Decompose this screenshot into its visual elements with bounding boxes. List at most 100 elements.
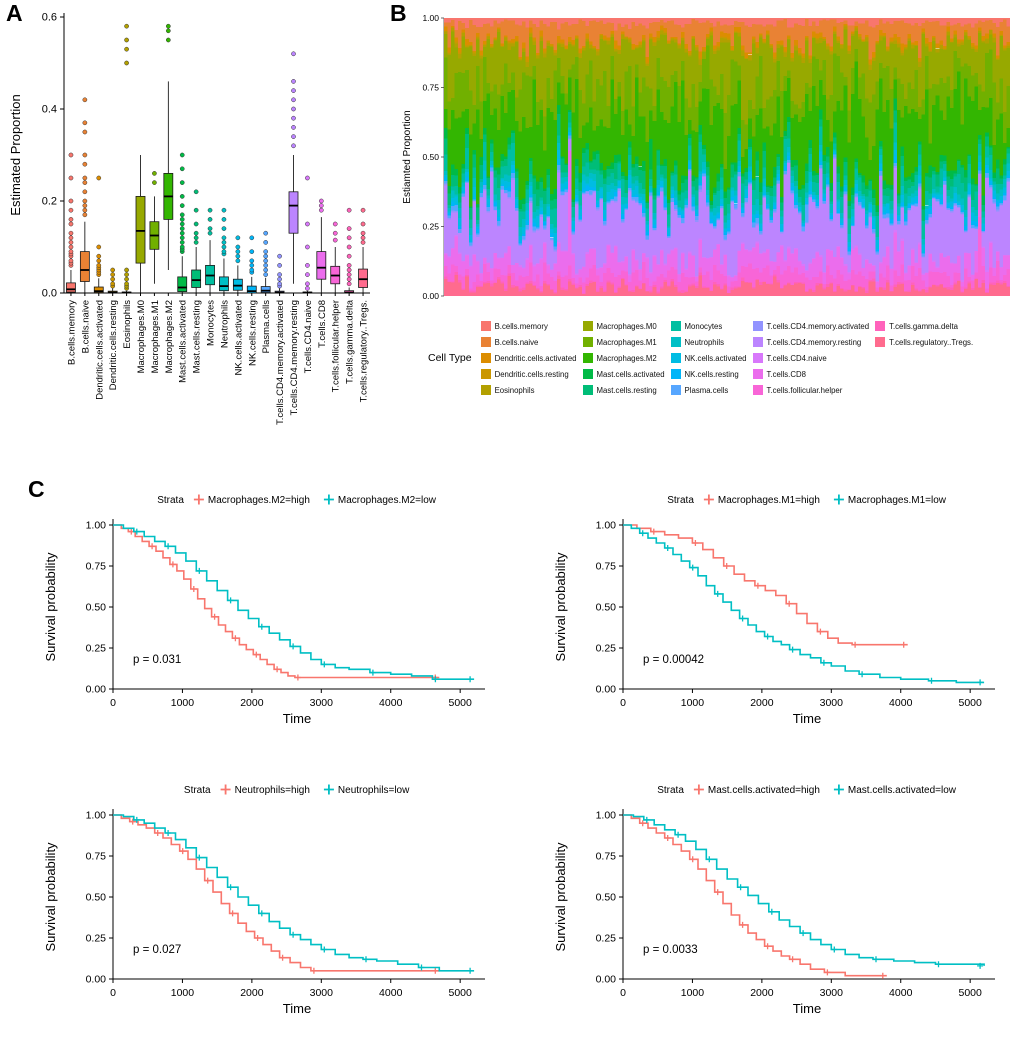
legend-item-T.cells.follicular.helper: T.cells.follicular.helper [752,385,870,395]
x-tick-label: B.cells.memory [66,300,77,365]
box-Dendritic.cells.resting [107,267,118,294]
svg-text:1.00: 1.00 [86,520,107,532]
legend-swatch-icon [582,385,593,395]
p-value-label: p = 0.0033 [643,944,698,956]
svg-text:0.0: 0.0 [42,288,57,300]
stack-series-Mast.cells.activated [444,98,1010,212]
box-Macrophages.M2 [163,23,174,270]
km-macrophages-m1-strata-legend: Strata Macrophages.M1=high Macrophages.M1=… [667,494,947,506]
strata-key-icon [323,494,334,505]
svg-text:2000: 2000 [750,697,774,709]
km-curve-Neutrophils=high [113,814,440,972]
box-T.cells.CD4.memory.resting [288,51,299,284]
stack-series-Dendritic.cells.activated [444,23,1010,64]
km-censor-marks-Mast.cells.activated=low [643,816,984,969]
legend-item-T.cells.regulatory..Tregs.: T.cells.regulatory..Tregs. [875,337,973,347]
legend-swatch-icon [670,337,681,347]
legend-item-label: NK.cells.resting [684,369,739,379]
legend-item-label: T.cells.regulatory..Tregs. [889,337,974,347]
legend-item-NK.cells.activated: NK.cells.activated [670,353,747,363]
svg-text:2000: 2000 [750,987,774,999]
svg-text:5000: 5000 [448,987,472,999]
svg-text:5000: 5000 [958,697,982,709]
x-tick-label: Mast.cells.activated [178,300,189,383]
legend-item-label: Monocytes [684,321,723,331]
strata-label: Macrophages.M2=high [208,495,310,506]
strata-key-icon [833,784,844,795]
y-axis-label: Survival probability [553,842,568,952]
panel-label-a: A [6,0,23,26]
km-censor-marks-Macrophages.M2=low [133,528,474,683]
strata-label: Mast.cells.activated=low [848,785,957,796]
svg-text:1000: 1000 [681,987,705,999]
svg-text:0: 0 [620,987,626,999]
svg-text:1000: 1000 [171,987,195,999]
y-axis-label: Survival probability [553,552,568,662]
km-curve-Macrophages.M1=high [623,524,908,646]
strata-key-icon [323,784,334,795]
svg-text:0.00: 0.00 [86,974,107,986]
stack-series-T.cells.regulatory..Tregs. [444,274,1010,296]
legend-item-Dendritic.cells.resting: Dendritic.cells.resting [480,369,577,379]
legend-swatch-icon [480,385,491,395]
p-value-label: p = 0.027 [133,944,181,956]
svg-text:1.00: 1.00 [422,13,439,23]
x-axis-label: Time [283,711,311,726]
legend-item-Neutrophils: Neutrophils [670,337,747,347]
svg-text:2000: 2000 [240,987,264,999]
panel-label-b: B [390,0,407,26]
stack-series-T.cells.CD8 [444,150,1010,289]
svg-text:3000: 3000 [820,987,844,999]
strata-label: Macrophages.M2=low [338,495,437,506]
x-tick-label: T.cells.regulatory..Tregs. [359,300,370,402]
legend-swatch-icon [752,353,763,363]
legend-item-Mast.cells.activated: Mast.cells.activated [582,369,665,379]
km-censor-marks-Mast.cells.activated=high [639,820,886,979]
box-T.cells.CD4.memory.activated [274,253,285,294]
x-tick-label: NK.cells.activated [233,300,244,376]
box-Macrophages.M0 [135,155,146,293]
legend-swatch-icon [480,337,491,347]
svg-text:0.25: 0.25 [596,933,617,945]
box-T.cells.CD4.naive [302,175,313,294]
svg-text:0.00: 0.00 [596,974,617,986]
legend-item-label: Neutrophils [684,337,724,347]
cell-type-legend: Cell Type B.cells.memory B.cells.naive Den… [428,318,973,398]
legend-items-grid: B.cells.memory B.cells.naive Dendritic.cel… [480,318,973,398]
svg-text:0.50: 0.50 [86,892,107,904]
svg-text:1000: 1000 [681,697,705,709]
km-plot-macrophages-m2: 0.00 0.25 0.50 0.75 1.00 0 1000 2000 3000 4000 500… [43,494,485,726]
box-NK.cells.resting [246,235,257,294]
x-tick-label: T.cells.follicular.helper [331,300,342,392]
strata-key-icon [703,494,714,505]
legend-item-label: T.cells.gamma.delta [889,321,958,331]
x-tick-label: NK.cells.resting [247,300,258,366]
legend-item-label: Macrophages.M0 [596,321,657,331]
svg-text:0: 0 [620,697,626,709]
x-tick-label: B.cells.naive [80,300,91,353]
legend-item-T.cells.CD8: T.cells.CD8 [752,369,870,379]
svg-text:1000: 1000 [171,697,195,709]
svg-text:4000: 4000 [889,697,913,709]
legend-swatch-icon [670,369,681,379]
legend-item-label: T.cells.CD4.memory.resting [766,337,862,347]
km-curve-Mast.cells.activated=high [623,814,887,977]
stack-series-Macrophages.M2 [444,61,1010,207]
svg-text:3000: 3000 [820,697,844,709]
svg-text:3000: 3000 [310,987,334,999]
panel-b-stacked-bar-chart: 1.00 0.75 0.50 0.25 0.00 Estiamted Proportion [402,13,1010,301]
legend-swatch-icon [670,321,681,331]
legend-item-NK.cells.resting: NK.cells.resting [670,369,747,379]
legend-item-Monocytes: Monocytes [670,321,747,331]
legend-item-label: Macrophages.M2 [596,353,657,363]
x-axis-label: Time [283,1001,311,1016]
legend-item-B.cells.naive: B.cells.naive [480,337,577,347]
km-censor-marks-Macrophages.M1=low [639,530,984,686]
stack-series-T.cells.CD4.memory.activated [444,138,1010,258]
svg-text:0.6: 0.6 [42,12,57,24]
legend-swatch-icon [582,353,593,363]
x-tick-label: Macrophages.M0 [136,300,147,373]
legend-item-Mast.cells.resting: Mast.cells.resting [582,385,665,395]
y-axis-label: Survival probability [43,842,58,952]
